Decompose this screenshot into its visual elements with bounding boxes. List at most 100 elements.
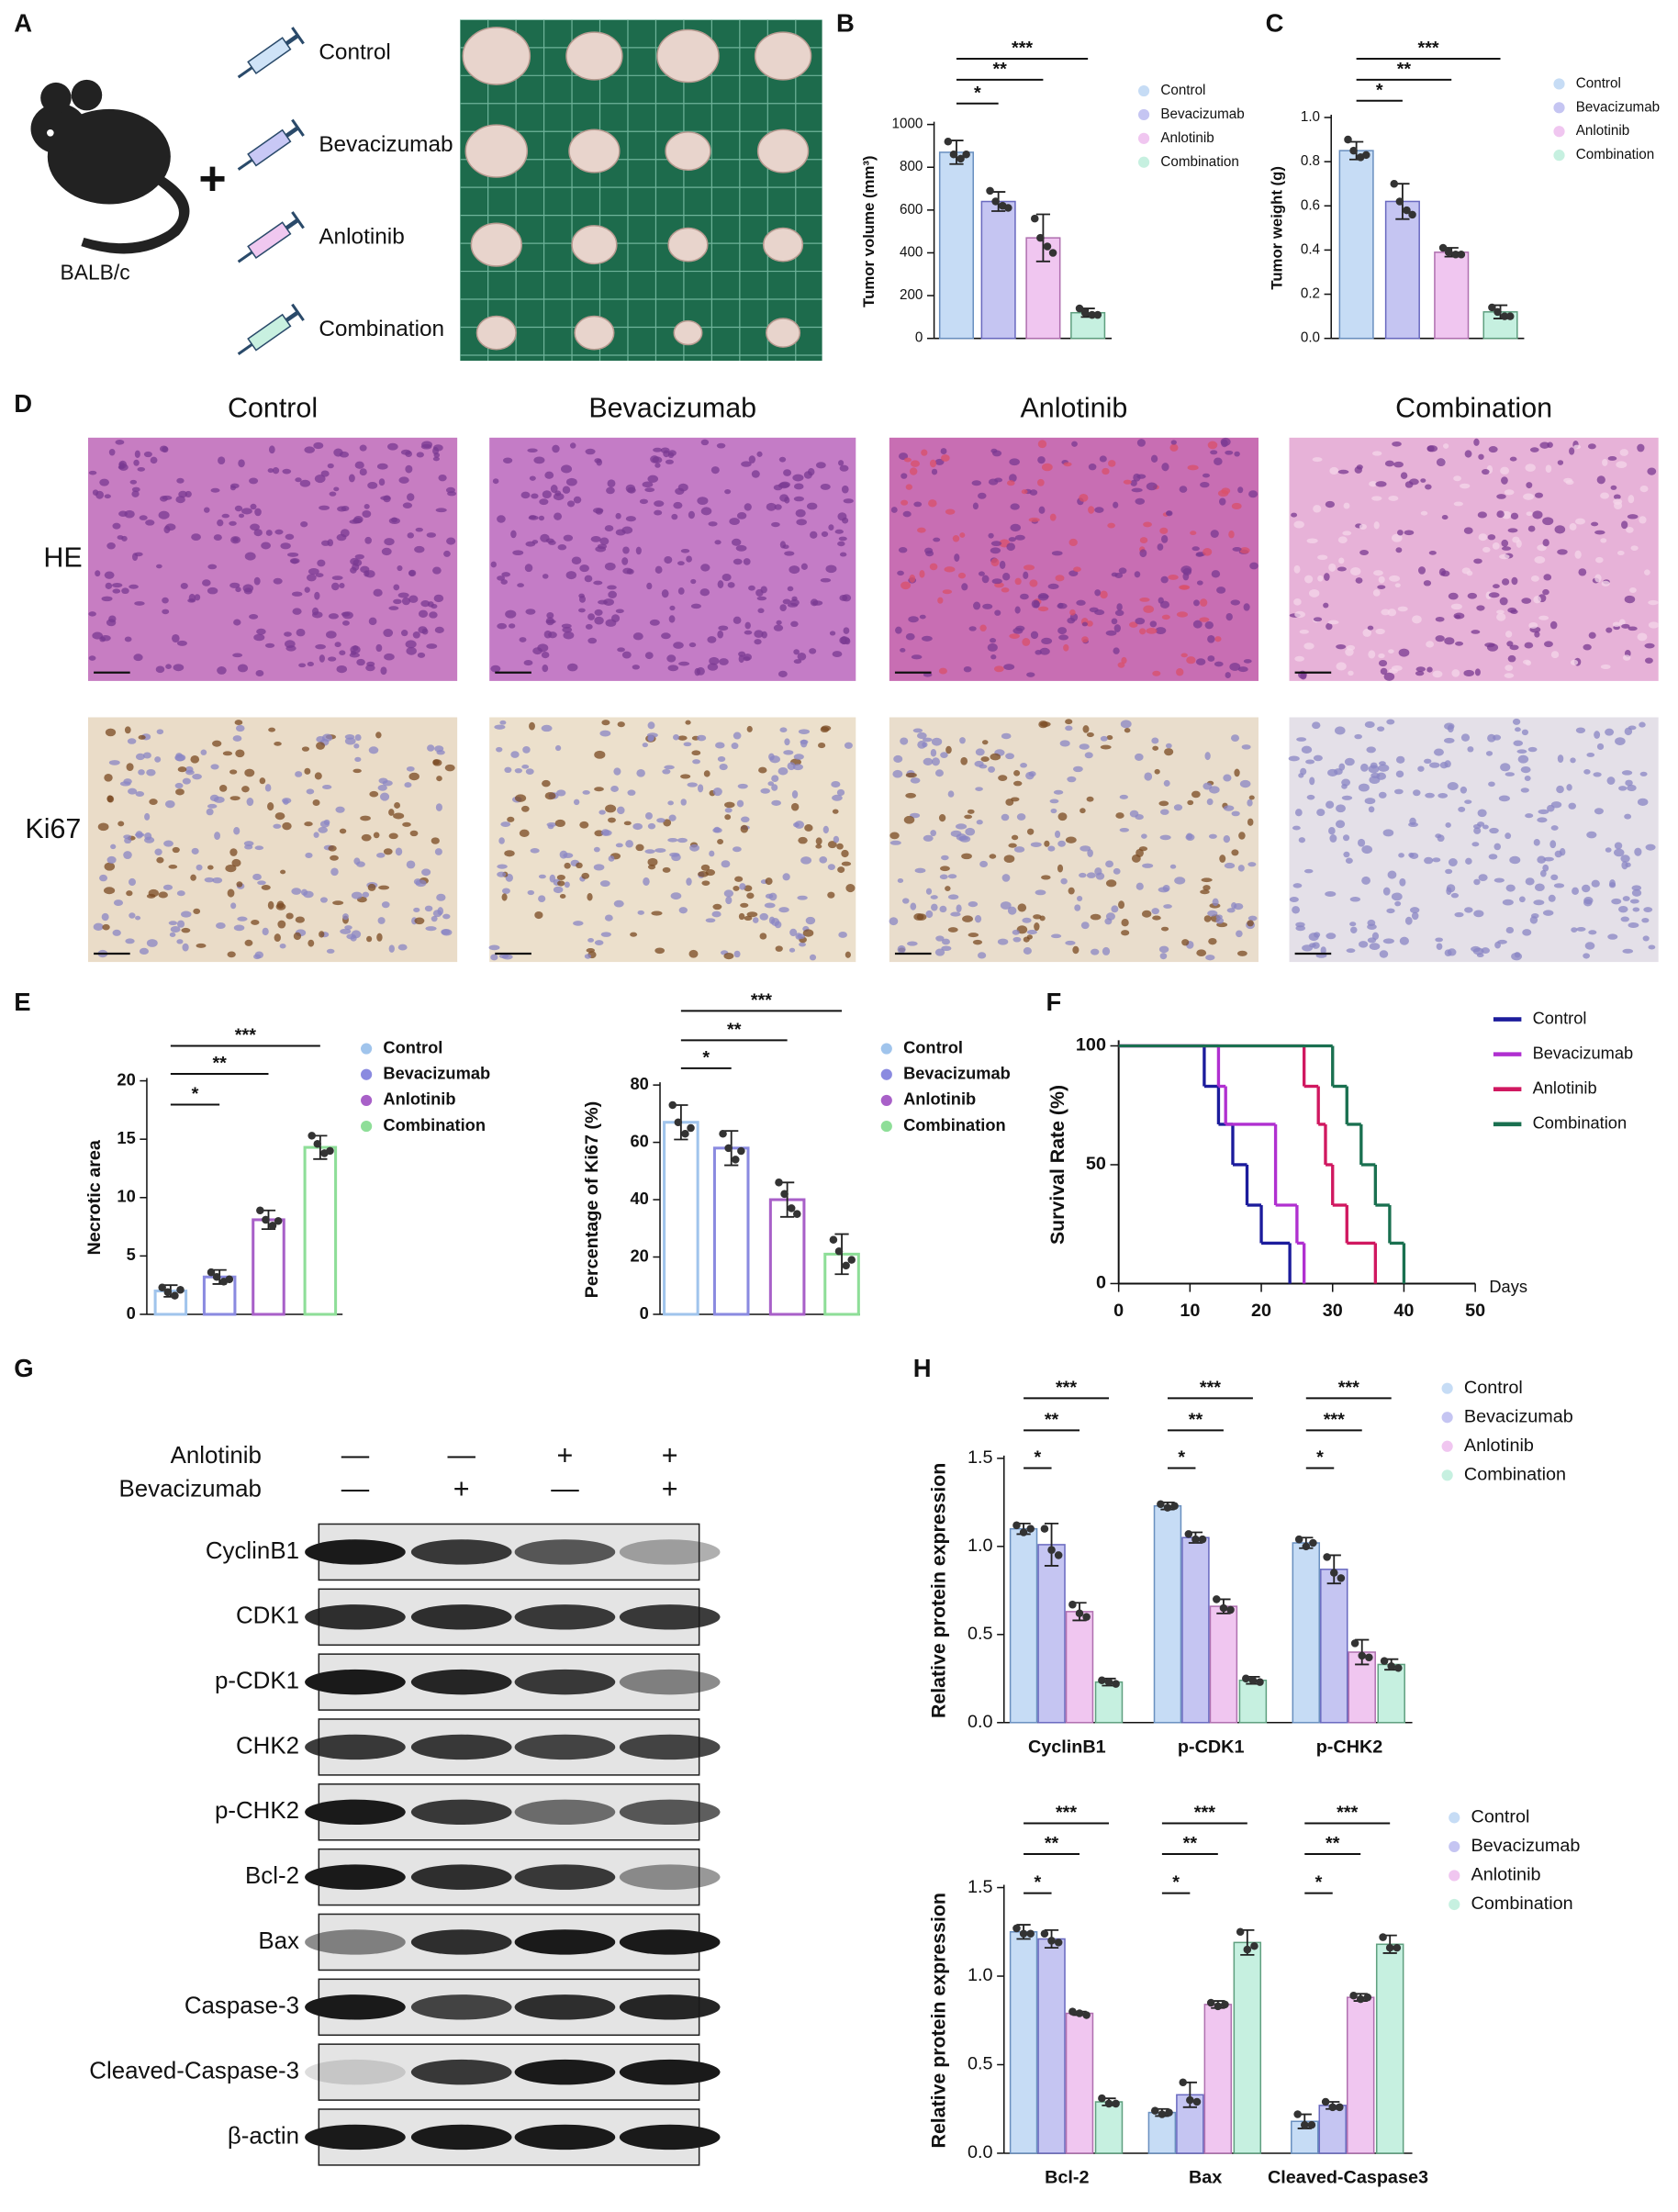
cell <box>492 478 499 485</box>
data-point <box>1350 1639 1359 1648</box>
cell <box>1507 654 1516 663</box>
cell <box>1534 492 1544 498</box>
cell <box>779 604 787 611</box>
data-point <box>1365 1653 1373 1662</box>
cell <box>1161 463 1169 472</box>
cell <box>604 914 613 922</box>
cell <box>667 800 674 806</box>
cell <box>1301 745 1313 754</box>
cell <box>1143 605 1155 613</box>
data-point <box>1380 1657 1389 1665</box>
cell <box>1507 607 1517 613</box>
cell <box>1236 950 1247 956</box>
cell <box>1539 441 1550 449</box>
cell <box>156 729 164 735</box>
cell <box>717 630 724 639</box>
cell <box>621 557 629 565</box>
cell <box>806 502 818 510</box>
cell <box>230 902 237 910</box>
cell <box>1622 896 1630 901</box>
cell <box>509 623 516 629</box>
cell <box>594 616 604 625</box>
cell <box>1477 809 1487 818</box>
data-point <box>1043 242 1052 251</box>
cell <box>1645 843 1656 851</box>
cell <box>542 490 552 498</box>
data-point <box>1047 1937 1056 1945</box>
image-bg <box>889 437 1258 681</box>
data-point <box>1075 2009 1084 2017</box>
cell <box>1113 867 1121 875</box>
cell <box>104 571 115 579</box>
cell <box>505 609 517 619</box>
cell <box>727 582 735 588</box>
cell <box>725 896 733 905</box>
cell <box>1308 588 1320 598</box>
cell <box>1343 502 1350 509</box>
data-point <box>274 1216 283 1225</box>
cell <box>538 515 545 521</box>
data-point <box>1157 1500 1165 1509</box>
cell <box>420 443 432 450</box>
cell <box>777 482 789 489</box>
y-tick-label: 20 <box>117 1069 135 1089</box>
cell <box>1065 940 1076 945</box>
x-tick-label: 20 <box>1251 1301 1271 1321</box>
cell <box>941 938 950 945</box>
cell <box>743 558 751 565</box>
cell <box>1346 644 1356 651</box>
cell <box>162 884 173 890</box>
legend-label: Control <box>1533 1008 1587 1027</box>
cell <box>766 502 777 511</box>
cell <box>1644 642 1655 649</box>
cell <box>1550 874 1559 881</box>
cell <box>1057 602 1064 609</box>
cell <box>635 546 642 555</box>
cell <box>163 840 173 847</box>
cell <box>237 916 248 922</box>
bar <box>1434 251 1470 340</box>
cell <box>106 855 117 864</box>
cell <box>822 825 829 834</box>
cell <box>1208 833 1217 839</box>
cell <box>700 864 710 871</box>
cell <box>388 809 395 816</box>
cell <box>127 738 137 744</box>
cell <box>352 768 362 774</box>
cell <box>1341 795 1353 800</box>
cell <box>910 460 920 467</box>
cell <box>1400 472 1408 480</box>
cell <box>1574 518 1586 525</box>
cell <box>1496 494 1506 499</box>
cell <box>119 781 131 787</box>
cell <box>206 808 214 816</box>
cell <box>913 501 923 508</box>
cell <box>1471 945 1481 953</box>
group-label: Control <box>319 39 391 64</box>
cell <box>376 852 386 858</box>
blot-band <box>410 1604 512 1630</box>
cell <box>1247 799 1253 807</box>
cell <box>1548 894 1556 902</box>
bar <box>1209 1605 1238 1724</box>
cell <box>897 877 904 883</box>
cell <box>1135 497 1146 505</box>
cell <box>1367 919 1376 927</box>
cell <box>1105 630 1117 636</box>
cell <box>162 597 169 604</box>
histology-image <box>1288 717 1659 963</box>
cell <box>724 808 733 813</box>
cell <box>1466 570 1473 576</box>
cell <box>169 932 176 937</box>
legend-marker <box>1449 1898 1460 1911</box>
cell <box>678 907 688 914</box>
data-point <box>1040 1525 1049 1533</box>
cell <box>1361 845 1373 855</box>
cell <box>654 509 663 516</box>
cell <box>106 542 116 550</box>
legend-marker <box>1137 132 1150 144</box>
cell <box>910 902 917 910</box>
cell <box>593 846 600 853</box>
legend-marker <box>361 1094 373 1106</box>
cell <box>145 519 155 526</box>
